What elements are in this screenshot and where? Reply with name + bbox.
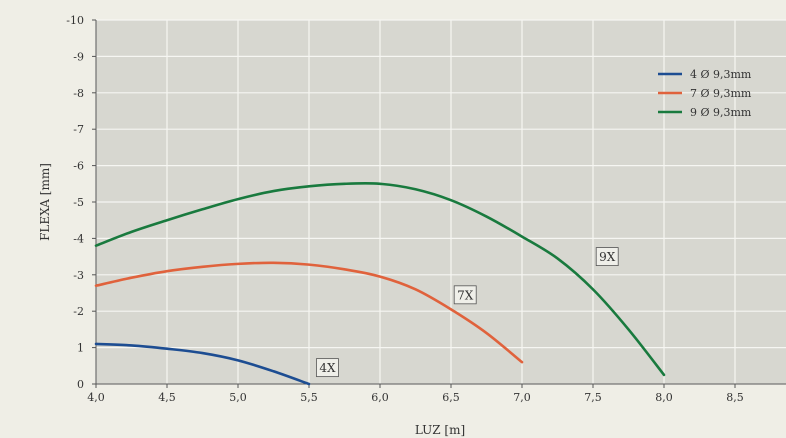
y-axis-ticks: 0 1 -2 -3 -4 -5 -6 -7 -8 -9 -10 <box>66 14 96 391</box>
x-tick-label: 8,5 <box>726 391 744 404</box>
x-tick-label: 8,0 <box>655 391 673 404</box>
y-tick-label: -3 <box>73 269 84 282</box>
y-tick-label: -9 <box>73 50 84 63</box>
annotation-label: 9X <box>599 250 616 264</box>
series-line-2 <box>94 261 524 364</box>
series-lines <box>94 181 666 386</box>
x-tick-label: 5,5 <box>300 391 318 404</box>
annotation-label: 7X <box>457 288 474 302</box>
x-tick-label: 7,0 <box>513 391 531 404</box>
x-axis-title: LUZ [m] <box>415 423 465 437</box>
legend-item: 4 Ø 9,3mm <box>658 68 752 81</box>
annotation-box <box>316 358 339 378</box>
annotation-label: 4X <box>319 361 336 375</box>
series-line-3 <box>94 181 666 377</box>
y-tick-label: -5 <box>73 196 84 209</box>
y-tick-label: -8 <box>73 87 84 100</box>
annotation-9x: 9X <box>595 247 619 267</box>
x-tick-label: 7,5 <box>584 391 602 404</box>
curve-annotations: 4X 7X 9X <box>316 247 619 378</box>
annotation-box <box>453 285 477 305</box>
legend-label: 9 Ø 9,3mm <box>690 106 752 119</box>
y-tick-label: -2 <box>73 305 84 318</box>
y-tick-label: 0 <box>77 378 84 391</box>
y-tick-label: 1 <box>77 342 84 355</box>
legend-item: 9 Ø 9,3mm <box>658 106 752 119</box>
x-tick-label: 4,0 <box>87 391 105 404</box>
x-tick-label: 4,5 <box>158 391 176 404</box>
x-tick-label: 5,0 <box>229 391 247 404</box>
x-tick-label: 6,5 <box>442 391 460 404</box>
x-tick-label: 6,0 <box>371 391 389 404</box>
legend-item: 7 Ø 9,3mm <box>658 87 752 100</box>
y-tick-label: -4 <box>73 232 84 245</box>
annotation-7x: 7X <box>453 285 477 305</box>
y-tick-label: -7 <box>73 123 84 136</box>
y-tick-label: -10 <box>66 14 84 27</box>
legend-label: 4 Ø 9,3mm <box>690 68 752 81</box>
y-axis-title: FLEXA [mm] <box>38 163 52 241</box>
legend: 4 Ø 9,3mm 7 Ø 9,3mm 9 Ø 9,3mm <box>658 68 752 119</box>
annotation-box <box>595 247 619 267</box>
legend-label: 7 Ø 9,3mm <box>690 87 752 100</box>
annotation-4x: 4X <box>316 358 339 378</box>
x-axis-ticks: 4,0 4,5 5,0 5,5 6,0 6,5 7,0 7,5 8,0 8,5 <box>87 384 744 404</box>
series-line-1 <box>94 342 311 386</box>
y-tick-label: -6 <box>73 160 84 173</box>
